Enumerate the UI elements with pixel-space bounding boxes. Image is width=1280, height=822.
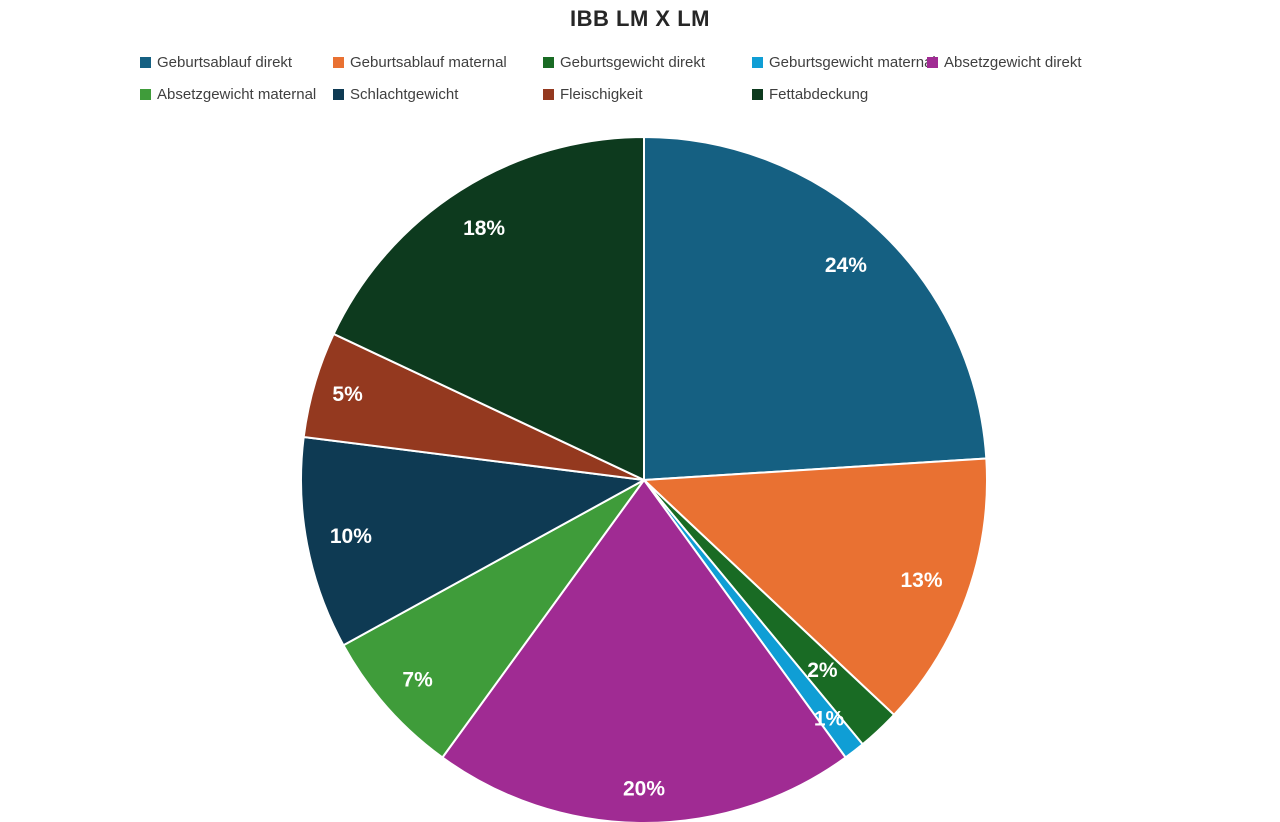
legend-label: Geburtsablauf direkt: [157, 54, 293, 71]
legend-label: Fleischigkeit: [560, 86, 643, 103]
legend-label: Geburtsablauf maternal: [350, 54, 507, 71]
pie-data-label-8: 5%: [332, 383, 363, 406]
legend-swatch-icon: [333, 57, 344, 68]
legend-label: Fettabdeckung: [769, 86, 869, 103]
legend-item-3: Geburtsgewicht direkt: [543, 54, 752, 71]
legend-swatch-icon: [140, 89, 151, 100]
legend-label: Absetzgewicht direkt: [944, 54, 1082, 71]
legend-item-5: Absetzgewicht direkt: [927, 54, 1220, 71]
legend-swatch-icon: [140, 57, 151, 68]
pie-slice-5: [441, 479, 847, 822]
pie-data-label-3: 2%: [807, 659, 838, 682]
pie-slice-1: [643, 136, 988, 481]
legend-swatch-icon: [927, 57, 938, 68]
legend-label: Geburtsgewicht direkt: [560, 54, 706, 71]
chart-title: IBB LM X LM: [570, 6, 710, 31]
legend-label: Schlachtgewicht: [350, 86, 459, 103]
legend-swatch-icon: [543, 89, 554, 100]
pie-slice-2: [643, 457, 988, 716]
pie-data-label-9: 18%: [463, 217, 505, 240]
pie-data-label-7: 10%: [330, 525, 372, 548]
legend-item-4: Geburtsgewicht maternal: [752, 54, 936, 71]
legend-swatch-icon: [752, 89, 763, 100]
pie-data-label-5: 20%: [623, 778, 665, 801]
pie-data-label-4: 1%: [814, 708, 845, 731]
legend-item-9: Fettabdeckung: [752, 86, 927, 103]
pie-slice-7: [300, 436, 645, 647]
legend-item-8: Fleischigkeit: [543, 86, 752, 103]
legend-swatch-icon: [752, 57, 763, 68]
legend-label: Absetzgewicht maternal: [157, 86, 317, 103]
legend-item-6: Absetzgewicht maternal: [140, 86, 333, 103]
legend-swatch-icon: [543, 57, 554, 68]
legend-swatch-icon: [333, 89, 344, 100]
legend-item-7: Schlachtgewicht: [333, 86, 543, 103]
legend-label: Geburtsgewicht maternal: [769, 54, 936, 71]
pie-slice-6: [342, 479, 645, 759]
pie-data-label-2: 13%: [900, 569, 942, 592]
legend-item-1: Geburtsablauf direkt: [140, 54, 333, 71]
pie-data-label-6: 7%: [402, 669, 433, 692]
legend-item-2: Geburtsablauf maternal: [333, 54, 543, 71]
pie-slice-9: [332, 136, 645, 481]
chart-legend: Geburtsablauf direkt Geburtsablauf matern…: [140, 54, 1220, 103]
pie-data-label-1: 24%: [825, 254, 867, 277]
